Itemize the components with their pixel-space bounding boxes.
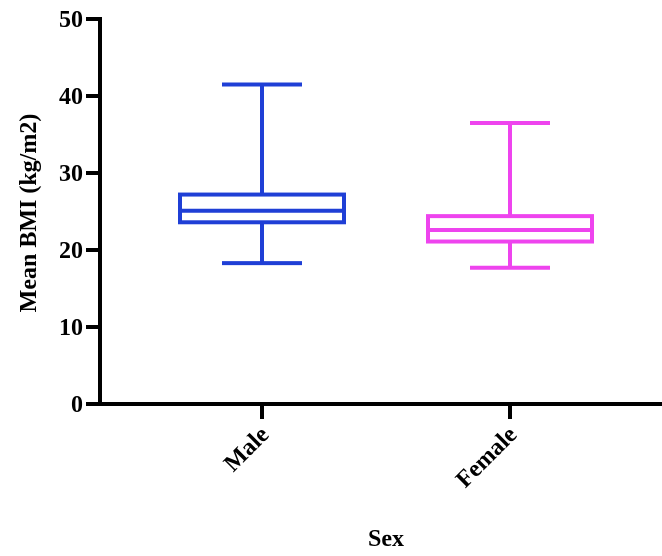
x-tick-label-female: Female [451,422,522,493]
y-axis: 0 10 20 30 40 50 [59,7,102,418]
y-axis-label: Mean BMI (kg/m2) [16,114,42,313]
y-tick-label: 50 [59,7,83,33]
iqr-box [178,192,346,225]
y-tick-label: 30 [59,161,83,187]
x-axis: Male Female [98,402,662,493]
y-tick-label: 10 [59,315,83,341]
y-tick-label: 40 [59,84,83,110]
boxes [178,82,594,270]
box-female [426,120,594,270]
x-tick-label-male: Male [219,422,274,477]
x-axis-label: Sex [368,526,404,552]
y-tick-label: 20 [59,238,83,264]
y-tick-label: 0 [71,392,83,418]
box-male [178,82,346,266]
